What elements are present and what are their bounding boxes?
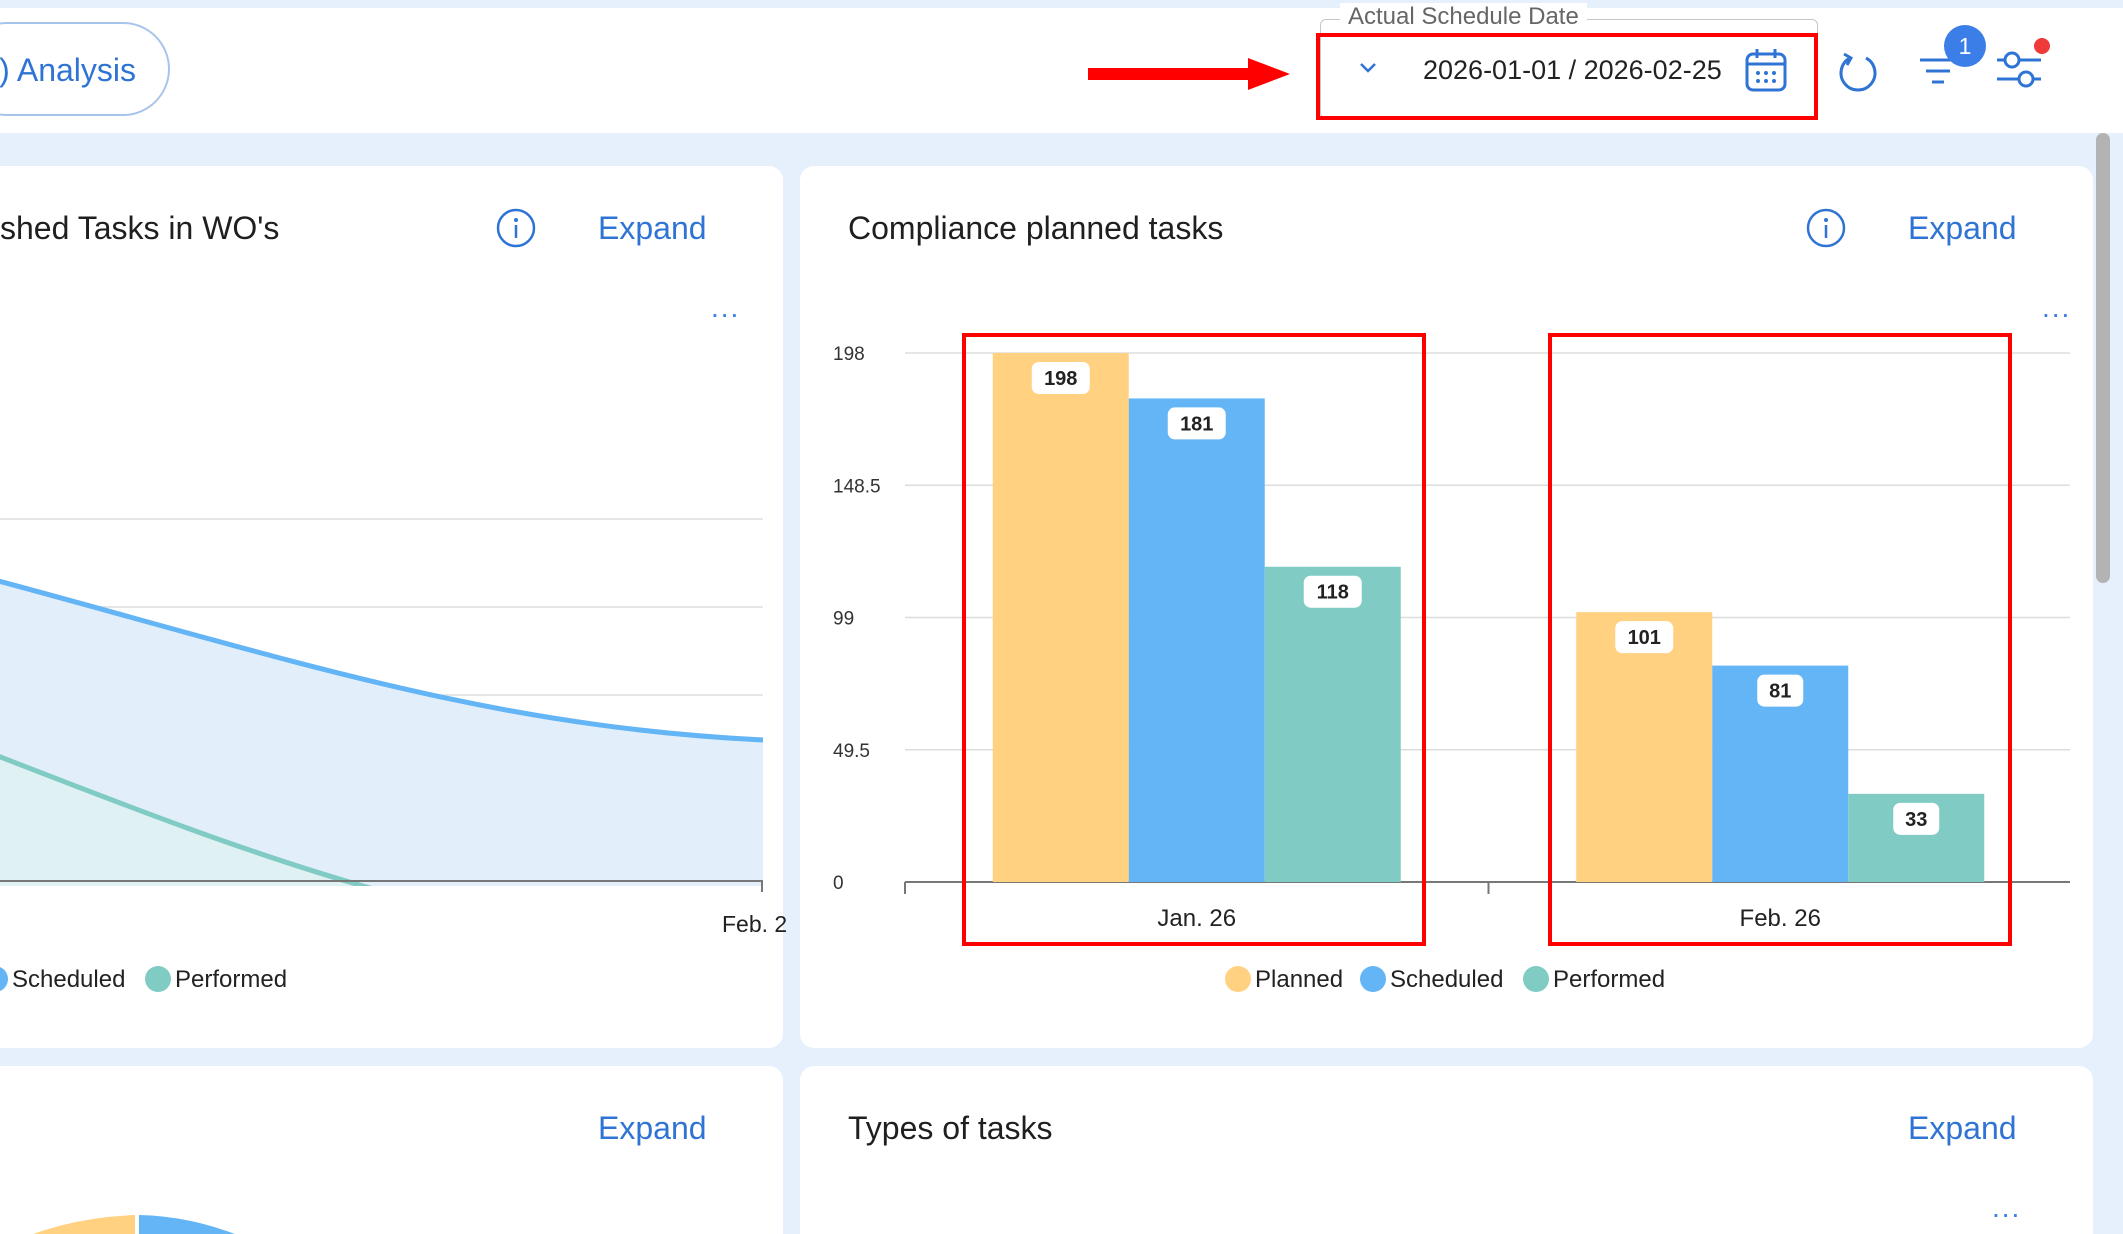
legend-label: Performed [1553,966,1666,993]
analysis-tab-button[interactable]: ) Analysis [0,22,170,116]
vertical-scrollbar[interactable] [2096,133,2110,583]
filter-count-badge: 1 [1944,25,1986,67]
card-title: Compliance planned tasks [848,210,1224,246]
legend-dot [1360,966,1386,992]
legend-scheduled[interactable]: Scheduled [1360,966,1503,994]
data-label-bg [1893,802,1940,835]
data-label: 101 [1628,627,1661,649]
data-label: 181 [1180,413,1213,435]
bar-scheduled [1128,398,1265,882]
x-tick-label: Jan. 26 [1157,905,1236,932]
legend-scheduled[interactable]: Scheduled [0,966,125,994]
card-bottom-left: Expand [0,1066,783,1234]
y-tick-label: 198 [833,344,865,365]
y-tick-label: 148.5 [833,476,881,497]
card-compliance-planned-tasks: Compliance planned tasks Expand ... 0 49.… [800,166,2093,1048]
performed-area [0,756,363,886]
x-tick-label: Feb. 26 [1740,905,1821,932]
card-types-of-tasks: Types of tasks Expand ... [800,1066,2093,1234]
legend-label: Performed [175,966,288,993]
expand-link[interactable]: Expand [1908,1110,2017,1146]
bar-planned [992,353,1129,882]
scheduled-area [0,581,763,886]
red-arrow-annotation [1088,58,1290,90]
settings-sliders-icon[interactable] [1995,48,2043,90]
date-range-value[interactable]: 2026-01-01 / 2026-02-25 [1423,55,1722,85]
date-range-label: Actual Schedule Date [1340,3,1587,31]
bar-planned [1576,612,1713,882]
expand-link[interactable]: Expand [598,1110,707,1146]
data-label: 118 [1317,582,1349,604]
legend-label: Scheduled [12,966,126,993]
bar-performed [1264,566,1401,882]
more-options-icon[interactable]: ... [2042,292,2072,323]
x-axis-tick [761,880,763,892]
more-options-icon[interactable]: ... [1992,1192,2022,1223]
y-tick-label: 49.5 [833,741,870,762]
legend-dot [1523,966,1549,992]
card-finished-tasks: shed Tasks in WO's Expand ... Feb. 2 Sch… [0,166,787,1048]
legend-dot [1225,966,1251,992]
expand-link[interactable]: Expand [598,210,707,246]
chart-legend: Planned Scheduled Performed [800,966,2093,1006]
legend-performed[interactable]: Performed [145,966,287,994]
chevron-down-icon[interactable] [1356,55,1380,79]
y-tick-label: 99 [833,609,854,630]
data-label: 81 [1769,681,1791,703]
data-label: 198 [1044,368,1077,390]
data-label-bg [1303,575,1362,608]
scheduled-line [0,578,764,743]
notification-dot [2034,38,2050,54]
data-label-bg [1615,621,1674,654]
data-label-bg [1167,407,1226,440]
performed-line [0,754,373,886]
data-label-bg [1031,362,1090,394]
y-tick-label: 0 [833,873,844,894]
line-chart [0,518,764,886]
calendar-icon[interactable] [1744,47,1788,93]
legend-dot [0,966,8,992]
data-label: 33 [1905,809,1927,831]
legend-label: Scheduled [1390,966,1504,993]
info-icon[interactable] [496,208,536,248]
legend-planned[interactable]: Planned [1225,966,1343,994]
legend-label: Planned [1255,966,1344,993]
card-title: Types of tasks [848,1110,1053,1146]
legend-dot [145,966,171,992]
analysis-tab-label: ) Analysis [0,52,136,88]
more-options-icon[interactable]: ... [711,292,741,323]
expand-link[interactable]: Expand [1908,210,2017,246]
pie-chart-partial [32,1215,235,1234]
x-tick-label: Feb. 2 [722,911,788,937]
data-label-bg [1757,674,1804,707]
info-icon[interactable] [1806,208,1846,248]
card-title: shed Tasks in WO's [0,210,280,246]
top-bar [0,8,2123,133]
bar-chart: 0 49.5 99 148.5 198 198 181 118 Jan. 26 101 81 33 Fe… [833,344,2070,932]
x-axis [0,880,763,882]
refresh-icon[interactable] [1836,50,1880,94]
legend-performed[interactable]: Performed [1523,966,1665,994]
